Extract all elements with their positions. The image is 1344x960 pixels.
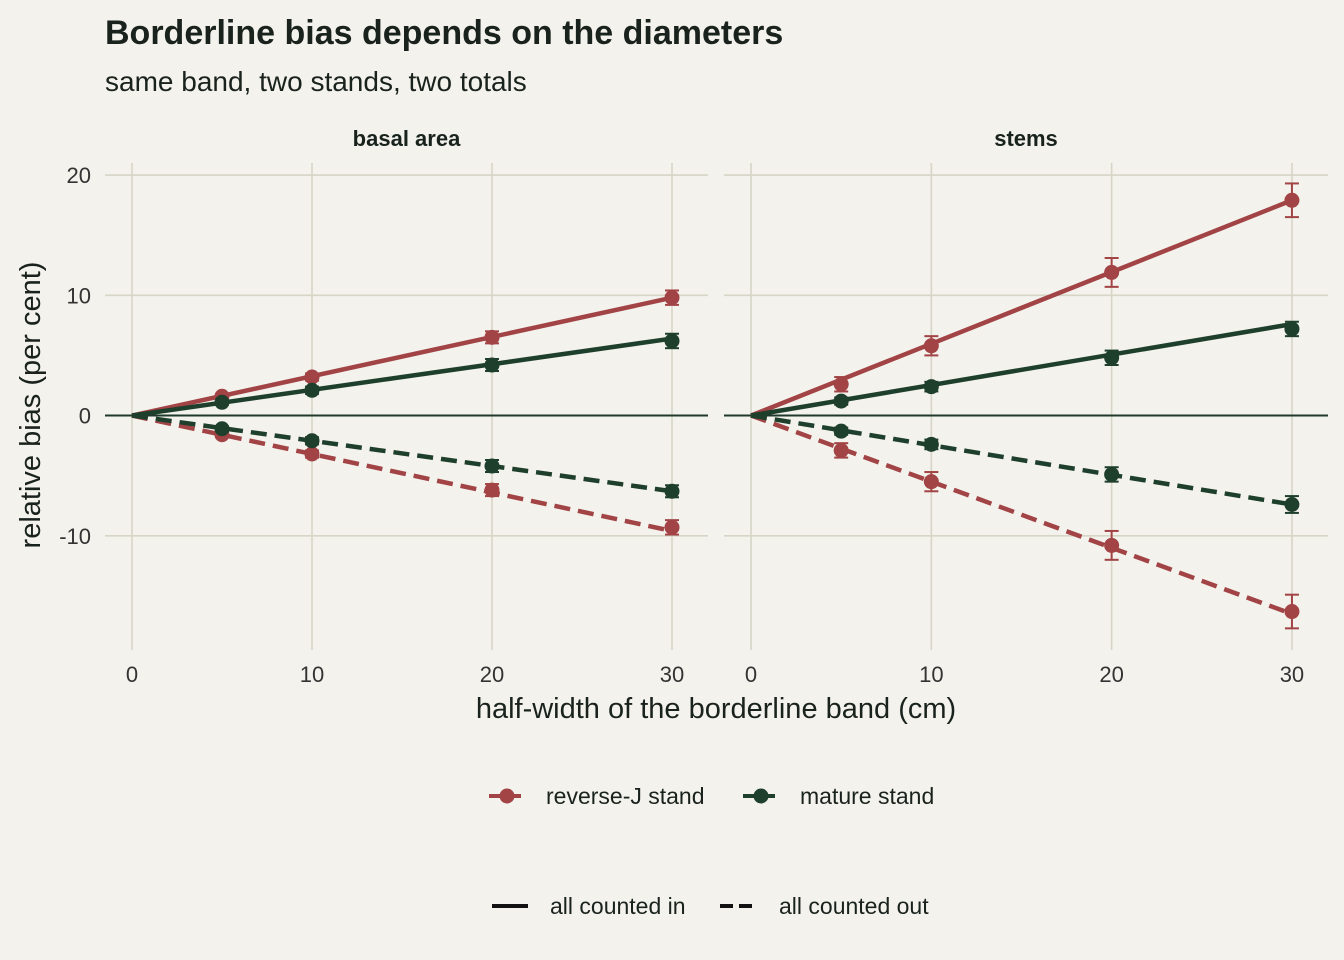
y-axis-label: relative bias (per cent)	[15, 262, 47, 549]
data-point	[923, 338, 939, 354]
y-tick-label: 0	[79, 404, 91, 429]
panel-title: basal area	[353, 126, 461, 151]
data-point	[484, 357, 500, 373]
x-tick-label: 20	[1099, 662, 1123, 687]
data-point	[664, 290, 680, 306]
data-point	[923, 474, 939, 490]
legend-label-counted-out: all counted out	[779, 893, 929, 919]
legend-key-reverse-j-point	[499, 788, 515, 804]
data-point	[214, 421, 230, 437]
series-line-reverse-j-stand-all-counted-out	[131, 413, 673, 534]
data-point	[1104, 264, 1120, 280]
data-point	[923, 436, 939, 452]
legend-label-counted-in: all counted in	[550, 893, 686, 919]
x-tick-label: 10	[300, 662, 324, 687]
data-point	[484, 329, 500, 345]
data-point	[923, 379, 939, 395]
x-tick-label: 0	[745, 662, 757, 687]
series-reverse-j-stand-all-counted-out	[750, 413, 1300, 630]
data-point	[1284, 321, 1300, 337]
data-point	[304, 433, 320, 449]
data-point	[833, 442, 849, 458]
data-point	[833, 393, 849, 409]
data-point	[664, 519, 680, 535]
data-point	[1104, 466, 1120, 482]
series-line-mature-stand-all-counted-out	[750, 413, 1293, 507]
legend-label-mature: mature stand	[800, 783, 934, 809]
data-point	[1284, 604, 1300, 620]
data-point	[664, 483, 680, 499]
y-tick-label: 10	[67, 283, 91, 308]
chart-subtitle: same band, two stands, two totals	[105, 66, 527, 97]
data-point	[664, 333, 680, 349]
x-tick-label: 0	[126, 662, 138, 687]
facet-panels: basal area 0 10 20 30 -10 0 10 20 stems 0 10 20 30	[59, 126, 1328, 687]
data-point	[304, 382, 320, 398]
data-point	[1104, 537, 1120, 553]
legend-rule: all counted in all counted out	[492, 893, 929, 919]
series-mature-stand-all-counted-in	[750, 320, 1300, 418]
data-point	[1104, 350, 1120, 366]
x-axis-label: half-width of the borderline band (cm)	[476, 693, 956, 725]
series-mature-stand-all-counted-in	[131, 332, 680, 418]
data-point	[484, 458, 500, 474]
x-tick-label: 30	[660, 662, 684, 687]
panel-stems: stems 0 10 20 30	[724, 126, 1328, 687]
series-reverse-j-stand-all-counted-out	[131, 413, 680, 536]
data-point	[304, 369, 320, 385]
x-tick-label: 20	[480, 662, 504, 687]
panel-title: stems	[994, 126, 1058, 151]
series-mature-stand-all-counted-out	[750, 413, 1300, 514]
data-point	[833, 376, 849, 392]
legend-stand: reverse-J stand mature stand	[489, 783, 934, 809]
data-point	[214, 394, 230, 410]
y-tick-label: 20	[67, 163, 91, 188]
series-line-mature-stand-all-counted-out	[131, 413, 673, 494]
x-tick-label: 30	[1280, 662, 1304, 687]
data-point	[833, 423, 849, 439]
data-point	[304, 446, 320, 462]
series-mature-stand-all-counted-out	[131, 413, 680, 499]
data-point	[484, 482, 500, 498]
legend-label-reverse-j: reverse-J stand	[546, 783, 705, 809]
legend-key-mature-point	[753, 788, 769, 804]
x-tick-label: 10	[919, 662, 943, 687]
panel-basal-area: basal area 0 10 20 30 -10 0 10 20	[59, 126, 708, 687]
series-reverse-j-stand-all-counted-in	[750, 182, 1300, 418]
chart-title: Borderline bias depends on the diameters	[105, 14, 783, 52]
data-point	[1284, 497, 1300, 513]
y-tick-label: -10	[59, 524, 91, 549]
data-point	[1284, 192, 1300, 208]
